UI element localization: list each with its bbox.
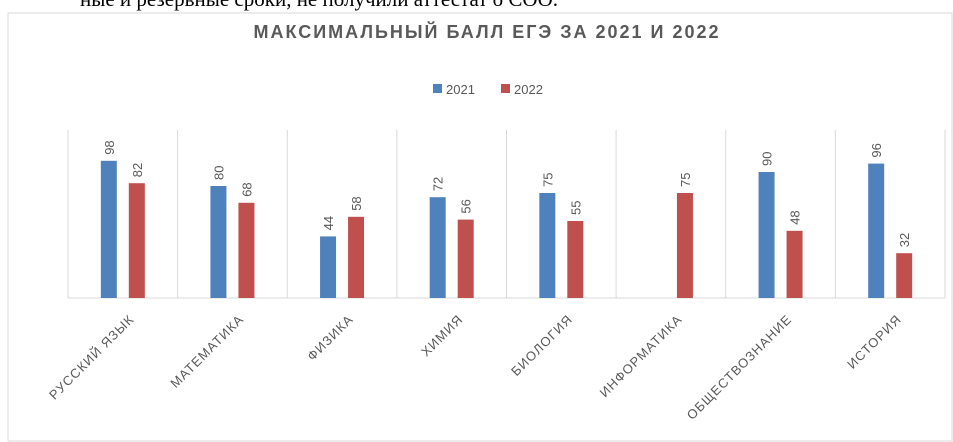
bar — [868, 163, 885, 298]
x-tick-label: ХИМИЯ — [418, 312, 466, 360]
x-tick-label: ФИЗИКА — [304, 312, 356, 364]
data-label: 32 — [897, 233, 912, 247]
bar — [896, 253, 913, 298]
data-label: 90 — [760, 152, 775, 166]
data-label: 56 — [459, 199, 474, 213]
bar — [100, 160, 117, 298]
data-label: 44 — [321, 216, 336, 230]
chart-title: МАКСИМАЛЬНЫЙ БАЛЛ ЕГЭ ЗА 2021 И 2022 — [253, 21, 720, 42]
data-label: 96 — [869, 143, 884, 157]
bar — [758, 172, 775, 298]
data-label: 82 — [130, 163, 145, 177]
chart-border — [7, 12, 953, 442]
bar — [210, 186, 227, 298]
data-label: 75 — [540, 173, 555, 187]
data-label: 72 — [431, 177, 446, 191]
data-label: 68 — [239, 182, 254, 196]
bar — [539, 193, 556, 298]
bar — [567, 221, 584, 298]
legend-swatch — [433, 84, 442, 93]
bar — [429, 197, 446, 298]
data-label: 48 — [788, 210, 803, 224]
bar — [238, 202, 255, 298]
data-label: 98 — [102, 140, 117, 154]
x-tick-label: РУССКИЙ ЯЗЫК — [46, 312, 137, 403]
bar — [348, 216, 365, 298]
text-above: ные и резервные сроки, не получили аттес… — [80, 0, 558, 11]
bar — [676, 193, 693, 298]
bar — [786, 230, 803, 298]
data-label: 58 — [349, 196, 364, 210]
legend-swatch — [501, 84, 510, 93]
data-label: 80 — [211, 166, 226, 180]
legend-label: 2022 — [514, 82, 543, 97]
data-label: 75 — [678, 173, 693, 187]
x-tick-label: МАТЕМАТИКА — [167, 312, 246, 391]
bar — [128, 183, 145, 298]
data-label: 55 — [568, 201, 583, 215]
x-tick-label: ИСТОРИЯ — [844, 312, 904, 372]
bar — [457, 219, 474, 298]
legend-label: 2021 — [446, 82, 475, 97]
x-tick-label: ОБЩЕСТВОЗНАНИЕ — [684, 312, 795, 423]
x-tick-label: ИНФОРМАТИКА — [596, 312, 685, 401]
x-tick-label: БИОЛОГИЯ — [508, 312, 575, 379]
bar — [320, 236, 337, 298]
